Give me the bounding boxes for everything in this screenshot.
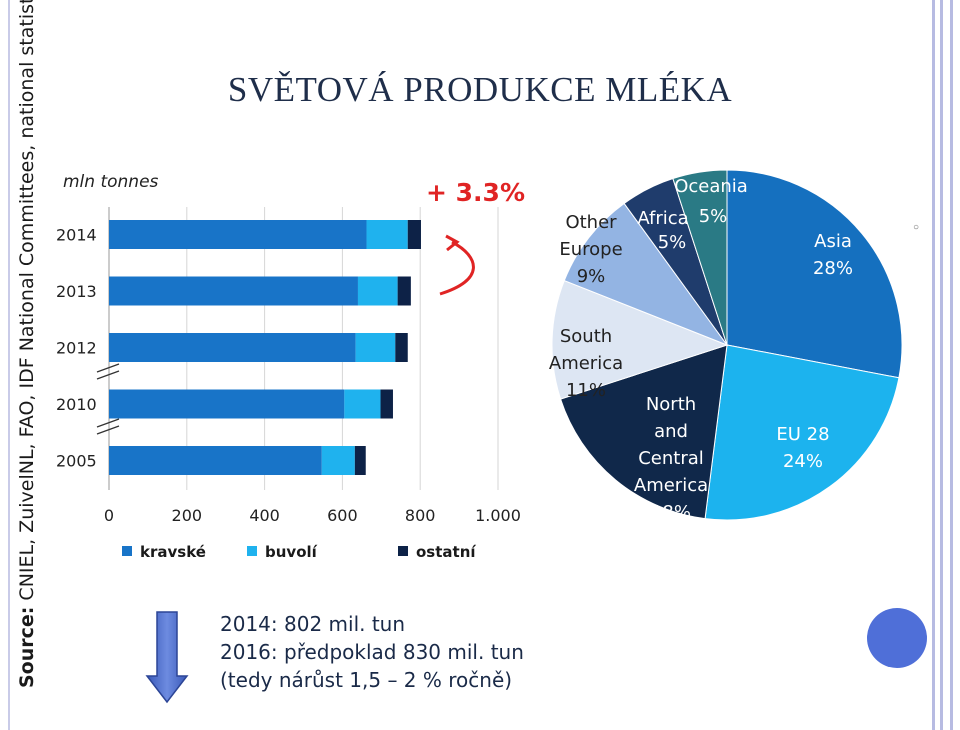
growth-arrow-icon: [439, 234, 475, 296]
pie-slice: [672, 170, 728, 346]
pie-label: Africa: [637, 208, 688, 229]
pie-label: Other Europe 9%: [559, 212, 622, 287]
bar-segment: [344, 389, 381, 419]
pie-label: South America 11%: [549, 326, 623, 401]
x-tick-label: 1.000: [475, 506, 521, 525]
y-tick-label: 2013: [56, 282, 97, 301]
y-tick-label: 2014: [56, 226, 97, 245]
note-line: 2016: předpoklad 830 mil. tun: [220, 640, 524, 664]
pie-slice: [551, 279, 729, 400]
frame-line-right-1: [932, 0, 935, 730]
pie-label: North and Central America 18%: [634, 394, 708, 523]
axis-break-mark: [96, 425, 120, 435]
bar-segment: [395, 333, 408, 362]
bar-segment: [109, 220, 367, 249]
source-label: Source:: [16, 606, 38, 688]
bar-segment: [109, 389, 345, 419]
bar-segment: [380, 389, 393, 419]
growth-label: + 3.3%: [426, 178, 525, 207]
legend-swatch: [247, 546, 257, 556]
down-arrow-icon: [145, 611, 189, 704]
y-tick-label: 2012: [56, 339, 97, 358]
y-tick-label: 2010: [56, 395, 97, 414]
frame-line-right-2: [940, 0, 943, 730]
bar-segment: [355, 333, 396, 362]
frame-line-left: [8, 0, 10, 730]
x-tick-label: 800: [405, 506, 436, 525]
bar-segment: [397, 276, 411, 306]
bar-segment: [321, 446, 355, 475]
legend-swatch: [398, 546, 408, 556]
bar-segment: [109, 333, 356, 362]
bar-segment: [109, 276, 358, 306]
x-tick-label: 0: [104, 506, 114, 525]
note-line: (tedy nárůst 1,5 – 2 % ročně): [220, 668, 513, 692]
pie-value-label: 5%: [699, 206, 728, 227]
x-tick-label: 400: [249, 506, 280, 525]
bar-segment: [109, 446, 322, 475]
pie-label: Asia 28%: [813, 231, 853, 279]
axis-break-mark: [96, 418, 120, 428]
pie-slice: [559, 344, 728, 520]
x-tick-label: 600: [327, 506, 358, 525]
bar-chart: 0 200 400 600 800 1.000 2014 2013 2012 2010 2005: [56, 207, 521, 525]
unit-label: mln tonnes: [63, 172, 159, 192]
pie-label: EU 28 24%: [776, 424, 829, 472]
pie-slice: [704, 344, 900, 521]
bar-segment: [407, 220, 421, 249]
page-title: SVĚTOVÁ PRODUKCE MLÉKA: [227, 70, 733, 109]
pie-slice: [563, 202, 729, 347]
decorative-circle: [867, 608, 927, 668]
pie-chart: Asia 28% EU 28 24% North and Central America 18%…: [549, 170, 903, 523]
legend-label: ostatní: [416, 543, 476, 561]
pie-value-label: 5%: [658, 232, 687, 253]
note-line: 2014: 802 mil. tun: [220, 612, 406, 636]
small-circle-icon: ○: [913, 222, 920, 233]
axis-break-mark: [96, 370, 120, 380]
notes: 2014: 802 mil. tun 2016: předpoklad 830 …: [220, 610, 524, 694]
axis-break-mark: [96, 363, 120, 373]
pie-slice: [726, 170, 903, 379]
pie-label: Oceania: [674, 176, 748, 197]
legend-item-kravske: kravské: [122, 543, 206, 561]
legend-swatch: [122, 546, 132, 556]
x-tick-label: 200: [172, 506, 203, 525]
bar-segment: [366, 220, 408, 249]
legend-label: buvolí: [265, 543, 317, 561]
frame-line-right-3: [950, 0, 953, 730]
bar-segment: [354, 446, 366, 475]
bar-segment: [357, 276, 398, 306]
legend-label: kravské: [140, 543, 206, 561]
legend-item-ostatni: ostatní: [398, 543, 476, 561]
y-tick-label: 2005: [56, 452, 97, 471]
legend-item-buvoli: buvolí: [247, 543, 317, 561]
